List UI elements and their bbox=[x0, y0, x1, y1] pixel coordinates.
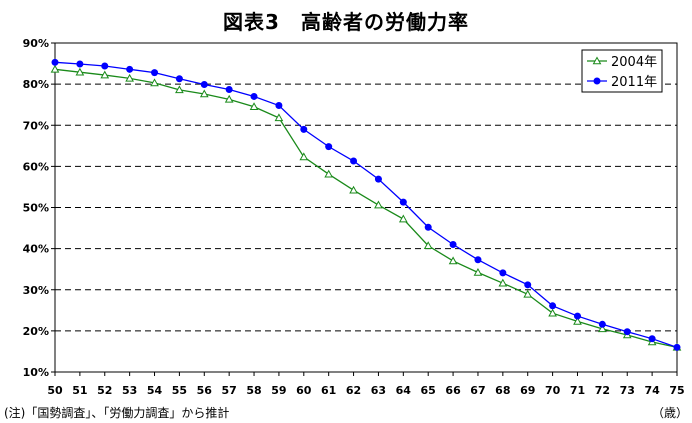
x-tick-label: 72 bbox=[595, 384, 610, 397]
x-tick-label: 75 bbox=[669, 384, 684, 397]
data-point-2011 bbox=[250, 92, 258, 100]
y-tick-label: 40% bbox=[23, 243, 49, 256]
x-tick-label: 66 bbox=[445, 384, 461, 397]
x-tick-label: 61 bbox=[321, 384, 336, 397]
data-point-2004 bbox=[274, 113, 284, 122]
data-point-2011 bbox=[101, 62, 109, 70]
legend-label: 2011年 bbox=[611, 75, 657, 90]
data-point-2011 bbox=[573, 312, 581, 320]
x-tick-label: 73 bbox=[620, 384, 635, 397]
data-point-2011 bbox=[549, 302, 557, 310]
data-point-2004 bbox=[598, 324, 607, 333]
data-point-2011 bbox=[151, 69, 159, 77]
data-point-2004 bbox=[199, 89, 209, 98]
data-point-2004 bbox=[249, 102, 259, 111]
x-tick-label: 62 bbox=[346, 384, 361, 397]
series-line bbox=[54, 68, 678, 348]
x-tick-label: 74 bbox=[644, 384, 660, 397]
data-point-2004 bbox=[548, 308, 557, 317]
y-tick-label: 60% bbox=[23, 160, 49, 173]
x-tick-label: 58 bbox=[246, 384, 261, 397]
legend bbox=[581, 49, 663, 93]
chart-title: 図表3 高齢者の労働力率 bbox=[223, 10, 469, 34]
x-tick-label: 59 bbox=[271, 384, 286, 397]
data-point-2004 bbox=[473, 267, 483, 276]
data-point-2004 bbox=[448, 256, 458, 265]
data-point-2011 bbox=[499, 269, 507, 277]
legend-triangle-marker bbox=[592, 56, 602, 65]
data-point-2011 bbox=[350, 157, 358, 165]
y-tick-label: 50% bbox=[23, 202, 49, 215]
data-point-2011 bbox=[275, 102, 283, 110]
x-axis-unit: （歳） bbox=[652, 406, 689, 420]
data-point-2011 bbox=[623, 328, 631, 336]
data-point-2011 bbox=[524, 281, 532, 289]
series-line bbox=[54, 61, 678, 348]
data-point-2004 bbox=[498, 278, 508, 287]
x-tick-label: 52 bbox=[97, 384, 112, 397]
x-tick-label: 64 bbox=[396, 384, 412, 397]
data-point-2011 bbox=[225, 85, 233, 93]
data-point-2004 bbox=[349, 185, 358, 194]
data-point-2011 bbox=[474, 256, 482, 264]
y-tick-label: 20% bbox=[23, 325, 49, 338]
data-point-2011 bbox=[300, 125, 308, 133]
data-point-2004 bbox=[224, 94, 234, 103]
y-tick-label: 10% bbox=[23, 366, 49, 379]
x-tick-label: 65 bbox=[421, 384, 436, 397]
data-point-2011 bbox=[673, 343, 681, 351]
data-point-2004 bbox=[75, 67, 85, 76]
x-tick-label: 71 bbox=[570, 384, 585, 397]
y-tick-label: 80% bbox=[23, 78, 49, 91]
data-point-2004 bbox=[175, 85, 184, 94]
x-tick-label: 55 bbox=[172, 384, 187, 397]
data-point-2004 bbox=[100, 70, 110, 79]
y-tick-label: 30% bbox=[23, 284, 49, 297]
data-point-2004 bbox=[374, 200, 383, 209]
x-tick-label: 70 bbox=[545, 384, 561, 397]
x-tick-label: 57 bbox=[222, 384, 237, 397]
data-point-2011 bbox=[374, 175, 382, 183]
data-point-2011 bbox=[648, 335, 656, 343]
data-point-2011 bbox=[399, 198, 407, 206]
data-point-2004 bbox=[299, 152, 309, 161]
x-tick-label: 53 bbox=[122, 384, 137, 397]
data-point-2004 bbox=[50, 64, 60, 73]
x-tick-label: 50 bbox=[47, 384, 63, 397]
plot-area bbox=[54, 42, 678, 373]
data-point-2011 bbox=[325, 143, 333, 151]
data-point-2011 bbox=[598, 320, 606, 328]
x-tick-label: 54 bbox=[147, 384, 163, 397]
x-tick-label: 67 bbox=[470, 384, 485, 397]
data-point-2004 bbox=[573, 316, 582, 325]
data-point-2011 bbox=[51, 58, 59, 66]
data-point-2004 bbox=[150, 78, 159, 87]
data-point-2011 bbox=[200, 81, 208, 89]
data-point-2004 bbox=[125, 73, 134, 82]
x-tick-label: 51 bbox=[72, 384, 87, 397]
y-tick-label: 90% bbox=[23, 37, 49, 50]
data-point-2011 bbox=[126, 65, 134, 73]
data-point-2004 bbox=[398, 214, 408, 223]
data-point-2004 bbox=[324, 169, 334, 178]
x-tick-label: 60 bbox=[296, 384, 312, 397]
data-point-2004 bbox=[523, 289, 533, 298]
legend-circle-marker bbox=[593, 77, 601, 85]
data-point-2011 bbox=[175, 75, 183, 83]
data-point-2004 bbox=[423, 241, 433, 250]
x-tick-label: 69 bbox=[520, 384, 535, 397]
x-tick-label: 56 bbox=[197, 384, 213, 397]
legend-label: 2004年 bbox=[611, 55, 657, 70]
data-point-2011 bbox=[449, 241, 457, 249]
data-point-2011 bbox=[76, 60, 84, 68]
y-tick-label: 70% bbox=[23, 119, 49, 132]
footnote: (注)「国勢調査」、「労働力調査」から推計 bbox=[4, 406, 230, 420]
x-tick-label: 63 bbox=[371, 384, 386, 397]
x-tick-label: 68 bbox=[495, 384, 510, 397]
data-point-2011 bbox=[424, 223, 432, 231]
